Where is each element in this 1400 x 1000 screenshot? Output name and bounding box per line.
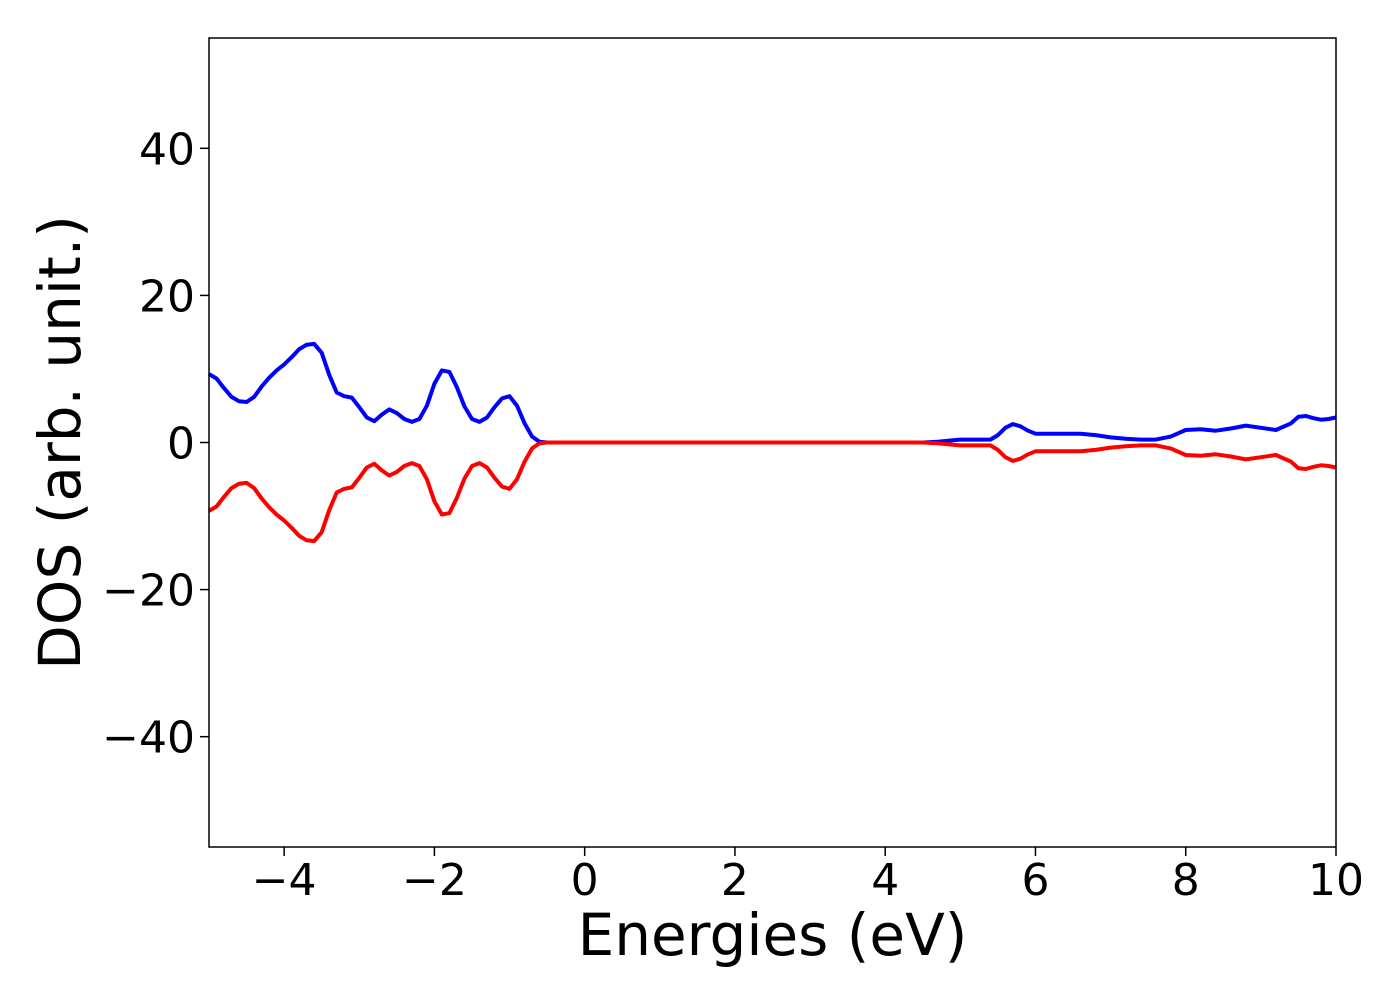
- x-tick-label: 0: [571, 855, 599, 906]
- x-axis-label: Energies (eV): [578, 901, 968, 969]
- x-tick-label: 8: [1172, 855, 1200, 906]
- x-tick-label: 10: [1308, 855, 1364, 906]
- y-tick-label: 0: [167, 419, 195, 470]
- y-tick-label: −20: [102, 566, 195, 617]
- x-tick-label: −2: [402, 855, 467, 906]
- x-tick-label: 2: [721, 855, 749, 906]
- y-axis-label: DOS (arb. unit.): [26, 215, 94, 670]
- x-tick-label: 6: [1021, 855, 1049, 906]
- y-axis: −40 −20 0 20 40: [102, 124, 209, 764]
- series-line-1: [207, 341, 1337, 445]
- y-tick-label: 20: [139, 271, 195, 322]
- x-axis: −4 −2 0 2 4 6 8 10: [252, 847, 1364, 906]
- y-tick-label: 40: [139, 124, 195, 175]
- y-tick-label: −40: [102, 713, 195, 764]
- series-line-2: [207, 440, 1337, 544]
- plot-area: [207, 341, 1337, 544]
- x-tick-label: 4: [871, 855, 899, 906]
- x-tick-label: −4: [252, 855, 317, 906]
